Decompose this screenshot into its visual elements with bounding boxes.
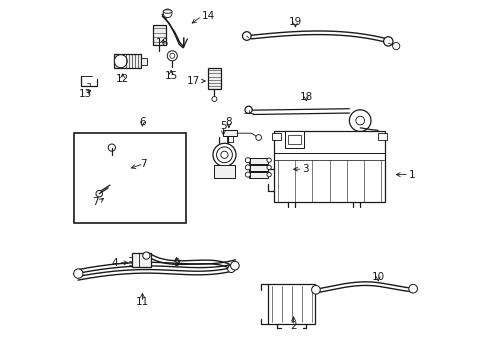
Ellipse shape — [163, 10, 172, 13]
Text: 9: 9 — [173, 258, 180, 268]
Text: 6: 6 — [139, 117, 146, 127]
Circle shape — [245, 158, 250, 163]
Bar — [248, 165, 269, 171]
Text: 7: 7 — [140, 159, 147, 169]
Circle shape — [213, 143, 236, 166]
Bar — [285, 131, 304, 148]
Text: 15: 15 — [165, 71, 178, 81]
Circle shape — [409, 284, 417, 293]
Circle shape — [114, 55, 127, 68]
Circle shape — [245, 172, 250, 177]
Text: 1: 1 — [409, 170, 416, 180]
Circle shape — [245, 106, 252, 113]
Bar — [248, 158, 269, 164]
Bar — [153, 25, 166, 45]
Circle shape — [243, 32, 251, 40]
Bar — [132, 253, 151, 267]
Bar — [141, 58, 147, 65]
Bar — [272, 133, 281, 140]
Bar — [208, 68, 221, 89]
Text: 7: 7 — [93, 197, 99, 207]
Text: 10: 10 — [371, 272, 385, 282]
Circle shape — [163, 12, 169, 18]
Bar — [274, 131, 386, 202]
Circle shape — [167, 51, 177, 61]
Circle shape — [143, 252, 150, 259]
Circle shape — [267, 158, 271, 162]
Text: 12: 12 — [116, 74, 129, 84]
Circle shape — [212, 96, 217, 102]
Circle shape — [356, 116, 365, 125]
Circle shape — [108, 144, 116, 151]
Bar — [269, 284, 315, 324]
Text: 13: 13 — [79, 89, 93, 99]
Circle shape — [74, 269, 83, 278]
Circle shape — [163, 9, 172, 18]
Text: 11: 11 — [136, 297, 149, 307]
Text: 14: 14 — [202, 11, 215, 21]
Circle shape — [170, 53, 175, 58]
Text: 17: 17 — [187, 76, 200, 86]
Bar — [288, 135, 301, 144]
Circle shape — [384, 37, 393, 46]
Bar — [222, 130, 237, 136]
Text: 2: 2 — [290, 321, 297, 331]
Circle shape — [392, 42, 400, 50]
Text: 18: 18 — [299, 92, 313, 102]
Bar — [74, 133, 186, 223]
Text: 3: 3 — [303, 164, 309, 174]
Circle shape — [245, 165, 250, 170]
Text: 5: 5 — [220, 121, 227, 131]
Text: 4: 4 — [112, 258, 118, 268]
Circle shape — [256, 135, 262, 140]
Circle shape — [221, 151, 228, 158]
Bar — [248, 172, 269, 178]
Circle shape — [267, 172, 271, 177]
Circle shape — [312, 285, 320, 294]
Circle shape — [217, 147, 232, 163]
Text: 16: 16 — [156, 38, 169, 48]
Circle shape — [349, 110, 371, 131]
Bar — [114, 54, 141, 68]
Circle shape — [96, 190, 102, 197]
Text: 8: 8 — [225, 117, 232, 127]
Text: 19: 19 — [289, 17, 302, 27]
Bar — [215, 165, 235, 178]
Circle shape — [228, 265, 235, 273]
Bar — [378, 133, 387, 140]
Circle shape — [231, 261, 239, 270]
Circle shape — [267, 165, 271, 170]
